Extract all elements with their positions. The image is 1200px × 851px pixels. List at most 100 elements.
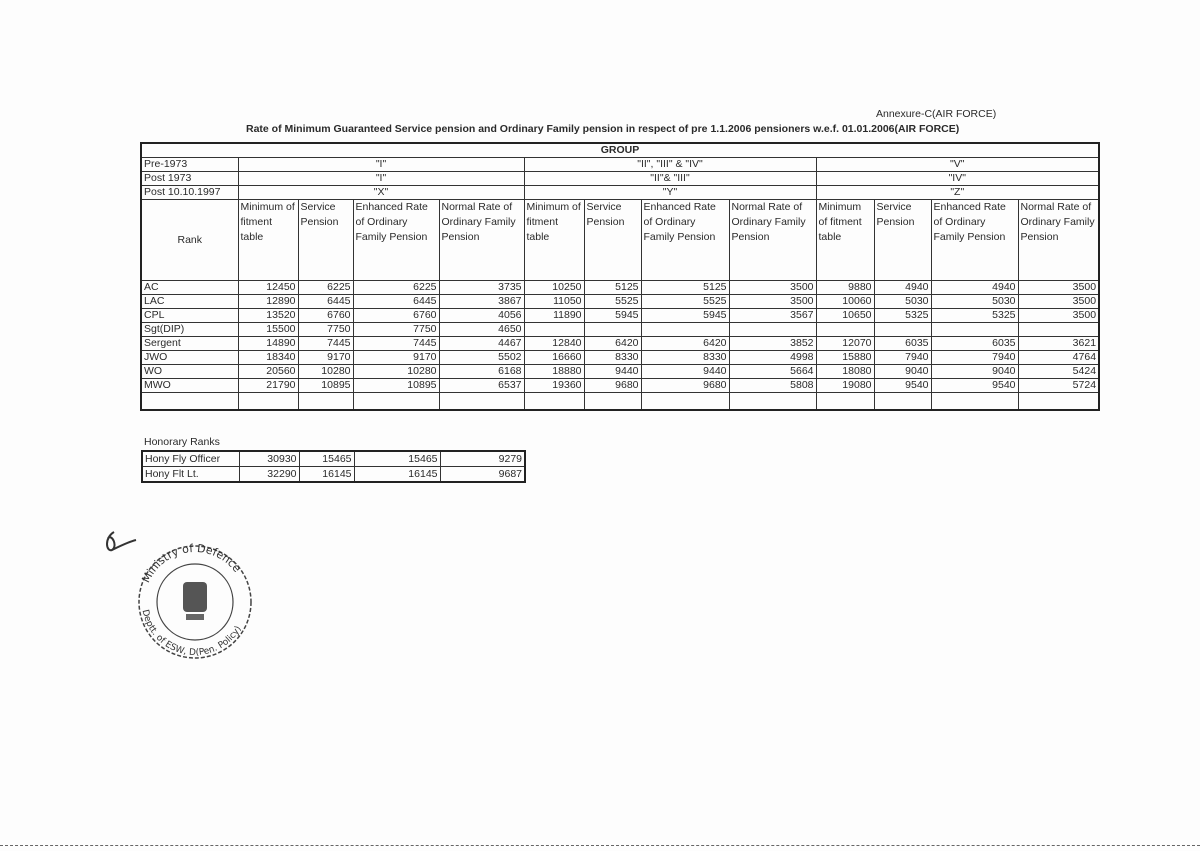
group-name: "I" <box>237 157 525 172</box>
value-cell: 7445 <box>297 336 354 351</box>
value-cell <box>583 322 642 337</box>
value-cell: 5424 <box>1017 364 1100 379</box>
value-cell: 10280 <box>297 364 354 379</box>
table-row: AC 12450 6225 6225 3735 10250 5125 5125 3500 9880… <box>140 280 1100 295</box>
value-cell: 19360 <box>523 378 585 393</box>
value-cell: 10280 <box>352 364 440 379</box>
value-cell: 18340 <box>237 350 299 365</box>
value-cell: 16660 <box>523 350 585 365</box>
group-name: "IV" <box>815 171 1100 186</box>
value-cell: 5325 <box>930 308 1019 323</box>
table-row: WO 20560 10280 10280 6168 18880 9440 9440 5664 18… <box>140 364 1100 379</box>
value-cell: 19080 <box>815 378 875 393</box>
value-cell: 18880 <box>523 364 585 379</box>
group-name: "V" <box>815 157 1100 172</box>
document-title: Rate of Minimum Guaranteed Service pensi… <box>246 123 960 135</box>
value-cell: 5030 <box>873 294 932 309</box>
value-cell: 20560 <box>237 364 299 379</box>
value-cell: 15465 <box>298 450 355 467</box>
value-cell: 4764 <box>1017 350 1100 365</box>
value-cell: 9680 <box>583 378 642 393</box>
value-cell: 5125 <box>640 280 730 295</box>
table-row: MWO 21790 10895 10895 6537 19360 9680 9680 5808 1… <box>140 378 1100 393</box>
group-name: "Y" <box>523 185 817 200</box>
value-cell: 32290 <box>238 466 300 483</box>
value-cell: 4650 <box>438 322 525 337</box>
value-cell: 15880 <box>815 350 875 365</box>
rank-cell: LAC <box>140 294 239 309</box>
value-cell: 6225 <box>352 280 440 295</box>
value-cell: 7750 <box>352 322 440 337</box>
value-cell: 5945 <box>583 308 642 323</box>
value-cell: 3567 <box>728 308 817 323</box>
value-cell: 6445 <box>297 294 354 309</box>
signature-and-stamp: Ministry of Defence Deptt. of ESW, D(Pen… <box>100 520 270 675</box>
value-cell: 9170 <box>297 350 354 365</box>
column-header: Minimum of fitment table <box>523 199 585 281</box>
value-cell: 7750 <box>297 322 354 337</box>
period-row: Pre-1973 "I" "II", "III" & "IV" "V" <box>140 157 1100 172</box>
table-row: Sgt(DIP) 15500 7750 7750 4650 <box>140 322 1100 337</box>
column-header: Service Pension <box>873 199 932 281</box>
value-cell: 10250 <box>523 280 585 295</box>
rank-cell: Hony Flt Lt. <box>141 466 240 483</box>
period-label: Post 1973 <box>140 171 239 186</box>
value-cell: 5724 <box>1017 378 1100 393</box>
value-cell: 5525 <box>583 294 642 309</box>
value-cell: 5502 <box>438 350 525 365</box>
rank-cell: MWO <box>140 378 239 393</box>
rank-cell: Sgt(DIP) <box>140 322 239 337</box>
value-cell: 4056 <box>438 308 525 323</box>
value-cell: 30930 <box>238 450 300 467</box>
value-cell: 9540 <box>930 378 1019 393</box>
value-cell: 6035 <box>873 336 932 351</box>
value-cell: 5664 <box>728 364 817 379</box>
group-name: "I" <box>237 171 525 186</box>
column-header: Enhanced Rate of Ordinary Family Pension <box>352 199 440 281</box>
value-cell: 6225 <box>297 280 354 295</box>
value-cell: 3621 <box>1017 336 1100 351</box>
value-cell: 12890 <box>237 294 299 309</box>
value-cell: 6168 <box>438 364 525 379</box>
column-header: Service Pension <box>297 199 354 281</box>
value-cell <box>815 322 875 337</box>
empty-cell <box>930 392 1019 411</box>
value-cell: 7445 <box>352 336 440 351</box>
rank-header: Rank <box>140 199 239 281</box>
table-row: CPL 13520 6760 6760 4056 11890 5945 5945 3567 106… <box>140 308 1100 323</box>
value-cell: 9440 <box>583 364 642 379</box>
value-cell <box>523 322 585 337</box>
value-cell: 16145 <box>298 466 355 483</box>
value-cell: 6537 <box>438 378 525 393</box>
empty-cell <box>352 392 440 411</box>
value-cell: 5945 <box>640 308 730 323</box>
value-cell: 3735 <box>438 280 525 295</box>
value-cell: 6035 <box>930 336 1019 351</box>
empty-cell <box>438 392 525 411</box>
honorary-ranks-label: Honorary Ranks <box>144 436 220 448</box>
value-cell: 15500 <box>237 322 299 337</box>
value-cell: 6420 <box>640 336 730 351</box>
value-cell: 9040 <box>930 364 1019 379</box>
value-cell: 10895 <box>297 378 354 393</box>
value-cell: 3500 <box>728 294 817 309</box>
honorary-row: Hony Fly Officer 30930 15465 15465 9279 <box>141 450 526 467</box>
column-header: Normal Rate of Ordinary Family Pension <box>1017 199 1100 281</box>
value-cell: 5525 <box>640 294 730 309</box>
official-stamp-icon: Ministry of Defence Deptt. of ESW, D(Pen… <box>106 531 252 659</box>
empty-cell <box>237 392 299 411</box>
column-header: Enhanced Rate of Ordinary Family Pension <box>930 199 1019 281</box>
value-cell: 6445 <box>352 294 440 309</box>
empty-row <box>140 392 1100 411</box>
period-label: Post 10.10.1997 <box>140 185 239 200</box>
value-cell <box>728 322 817 337</box>
value-cell: 6760 <box>297 308 354 323</box>
value-cell: 6420 <box>583 336 642 351</box>
value-cell: 13520 <box>237 308 299 323</box>
value-cell: 10895 <box>352 378 440 393</box>
annexure-label: Annexure-C(AIR FORCE) <box>876 108 997 120</box>
value-cell: 3500 <box>1017 280 1100 295</box>
value-cell: 3867 <box>438 294 525 309</box>
honorary-ranks-table: Hony Fly Officer 30930 15465 15465 9279 Hony … <box>141 450 526 483</box>
